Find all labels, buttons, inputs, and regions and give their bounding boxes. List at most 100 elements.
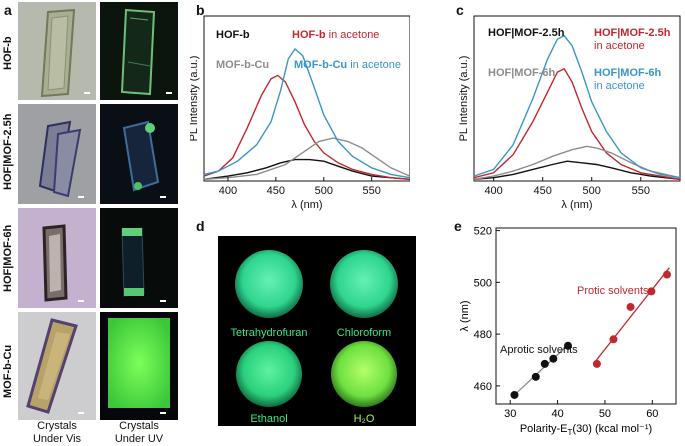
chart-e-ytick-label: 520	[474, 226, 492, 238]
crystal-mofcu-vis-image	[26, 318, 78, 414]
chart-c-legend-mof6-acetone-name: HOF|MOF-6h	[594, 67, 662, 79]
micrograph-mof25-vis	[18, 104, 96, 204]
chart-c-series-0	[473, 160, 681, 180]
crystal-hofb-uv-image	[120, 8, 156, 96]
chart-c-series-1	[473, 67, 681, 180]
chart-c-series-2	[473, 145, 681, 180]
scale-bar	[78, 196, 84, 198]
chart-b-legend-mofcu: MOF-b-Cu	[216, 59, 269, 71]
scale-bar	[166, 92, 172, 94]
chart-c-xtick-label: 450	[533, 185, 551, 197]
chart-c-legend-mof6: HOF|MOF-6h	[488, 67, 556, 79]
crystal-hofb-vis-image	[40, 8, 76, 98]
chart-e-point	[647, 287, 656, 296]
crystal-mof6-uv-image	[121, 227, 145, 297]
micrograph-mof6-vis	[18, 208, 96, 308]
chart-e-point	[592, 359, 601, 368]
chart-b-legend-hofb: HOF-b	[216, 29, 250, 41]
chart-e-xtick-label: 40	[551, 408, 563, 420]
vial-water	[331, 341, 397, 407]
crystal-mof25-uv-image	[122, 120, 160, 192]
chart-c-ylabel: PL Intensity (a.u.)	[458, 56, 470, 142]
chart-e-point	[626, 302, 635, 311]
micrograph-hofb-uv	[100, 2, 178, 100]
caption-uv-line1: Crystals	[119, 420, 159, 432]
scale-bar	[160, 196, 166, 198]
chart-c-series-3	[473, 34, 681, 179]
chart-c: 400 450 500 550 λ (nm) PL Intensity (a.u.) HO…	[458, 15, 681, 211]
chart-e-xtick-label: 30	[504, 408, 516, 420]
panel-a-letter: a	[4, 2, 12, 18]
chart-e-point	[531, 372, 540, 381]
chart-c-plot-frame	[473, 15, 681, 182]
scale-bar	[84, 92, 90, 94]
scale-bar	[160, 412, 166, 414]
caption-vis-line1: Crystals	[37, 420, 77, 432]
scale-bar	[78, 300, 84, 302]
vial-label-chloroform: Chloroform	[336, 327, 392, 339]
crystal-mof6-vis-image	[42, 224, 68, 302]
chart-b-xtick-label: 550	[362, 185, 380, 197]
chart-b-series-0	[203, 158, 410, 180]
panel-e-letter: e	[454, 218, 462, 234]
scale-bar	[160, 300, 166, 302]
chart-c-legend-mof25-acetone-suffix: in acetone	[594, 40, 645, 52]
chart-c-legend-mof6-acetone-suffix: in acetone	[594, 80, 645, 92]
chart-c-legend-mof25-acetone-name: HOF|MOF-2.5h	[594, 27, 671, 39]
chart-b-legend-hofb-acetone: HOF-b in acetone	[292, 29, 379, 41]
chart-c-xtick-label: 400	[484, 185, 502, 197]
chart-e: 30 40 50 60 460 480 500 520 λ (nm) Polarity-ET(30…	[459, 226, 677, 437]
vial-chloroform	[330, 250, 398, 318]
vial-thf	[235, 250, 303, 318]
chart-e-aprotic-label: Aprotic solvents	[500, 344, 578, 356]
vial-photo: Tetrahydrofuran Chloroform Ethanol H₂O	[218, 236, 416, 426]
chart-e-point	[510, 390, 519, 399]
chart-c-xtick-label: 550	[632, 185, 650, 197]
chart-e-fit-line-0	[511, 342, 571, 398]
caption-vis: Crystals Under Vis	[18, 420, 96, 446]
chart-e-xlabel: Polarity-ET(30) (kcal mol⁻¹)	[520, 423, 652, 437]
caption-uv: Crystals Under UV	[100, 420, 178, 446]
panel-d-letter: d	[196, 218, 205, 234]
row-label-mof25: HOF|MOF-2.5h	[2, 113, 14, 190]
caption-vis-line2: Under Vis	[32, 433, 82, 445]
crystal-mof25-vis-image	[38, 120, 82, 198]
chart-b-xlabel: λ (nm)	[291, 199, 322, 211]
chart-c-legend-mof25: HOF|MOF-2.5h	[488, 27, 565, 39]
chart-e-protic-label: Protic solvents	[577, 285, 649, 297]
vial-photo-image	[235, 250, 398, 407]
vial-label-thf: Tetrahydrofuran	[230, 327, 308, 339]
chart-e-point	[663, 270, 671, 279]
micrograph-mof25-uv	[100, 104, 178, 204]
row-label-mofcu: MOF-b-Cu	[2, 344, 14, 398]
micrograph-mofcu-vis	[18, 312, 96, 420]
chart-e-point	[609, 335, 618, 344]
chart-e-ytick-label: 460	[474, 381, 492, 393]
chart-b-xtick-label: 450	[267, 185, 285, 197]
chart-b-series-2	[203, 137, 410, 180]
chart-e-fit-line-1	[594, 267, 670, 363]
panel-b-letter: b	[196, 2, 205, 18]
caption-uv-line2: Under UV	[114, 433, 164, 445]
row-label-hofb: HOF-b	[2, 36, 14, 70]
chart-e-point	[549, 354, 558, 363]
row-label-mof6: HOF|MOF-6h	[2, 224, 14, 292]
chart-b-plot-frame	[203, 15, 410, 182]
chart-e-point	[564, 341, 572, 350]
chart-b-xtick-label: 400	[219, 185, 237, 197]
chart-e-ylabel: λ (nm)	[459, 300, 471, 331]
chart-e-point	[540, 359, 549, 368]
vial-label-ethanol: Ethanol	[250, 413, 288, 425]
chart-e-plot-frame	[495, 227, 677, 405]
scale-bar	[78, 412, 84, 414]
chart-c-xlabel: λ (nm)	[561, 199, 592, 211]
chart-b: 400 450 500 550 λ (nm) PL Intensity (a.u.) HO…	[190, 15, 410, 211]
chart-b-xtick-label: 500	[315, 185, 333, 197]
vial-label-water: H₂O	[353, 413, 375, 425]
chart-b-series-1	[203, 74, 410, 180]
chart-e-xtick-label: 60	[646, 408, 658, 420]
chart-b-legend-mofcu-acetone: MOF-b-Cu in acetone	[294, 59, 401, 71]
chart-c-xtick-label: 500	[583, 185, 601, 197]
panel-c-letter: c	[456, 2, 464, 18]
micrograph-mof6-uv	[100, 208, 178, 308]
